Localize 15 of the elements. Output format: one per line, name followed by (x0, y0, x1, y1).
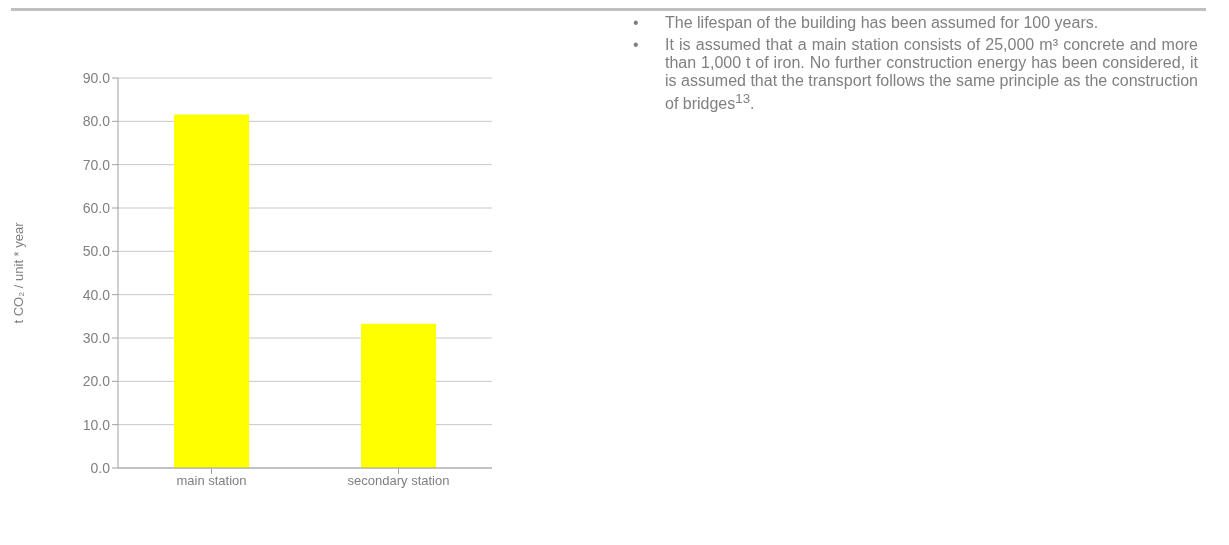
y-axis-title: t CO₂ / unit * year (10, 221, 26, 324)
y-tick-label: 10.0 (82, 416, 111, 433)
x-tick-label: secondary station (347, 473, 450, 489)
y-tick-label: 0.0 (90, 459, 111, 476)
text: • It is assumed that a main station consists of 25,000 m³ concrete and more than 1,000 t of iron. No further construction energy has been considered, it is assumed that the transport follows the same principle as the construction of bridges$^{13}$. (633, 36, 1198, 113)
y-tick-label: 30.0 (82, 329, 111, 346)
y-tick-label: 90.0 (82, 69, 111, 86)
y-tick-label: 40.0 (82, 286, 111, 303)
y-tick-label: 70.0 (82, 156, 111, 173)
y-tick-label: 80.0 (82, 113, 111, 130)
y-tick-label: 60.0 (82, 199, 111, 216)
y-tick-label: 20.0 (82, 373, 111, 390)
text: • The lifespan of the building has been assumed for 100 years. (633, 14, 1099, 31)
x-tick-label: main station (176, 473, 247, 489)
y-tick-label: 50.0 (82, 243, 111, 260)
